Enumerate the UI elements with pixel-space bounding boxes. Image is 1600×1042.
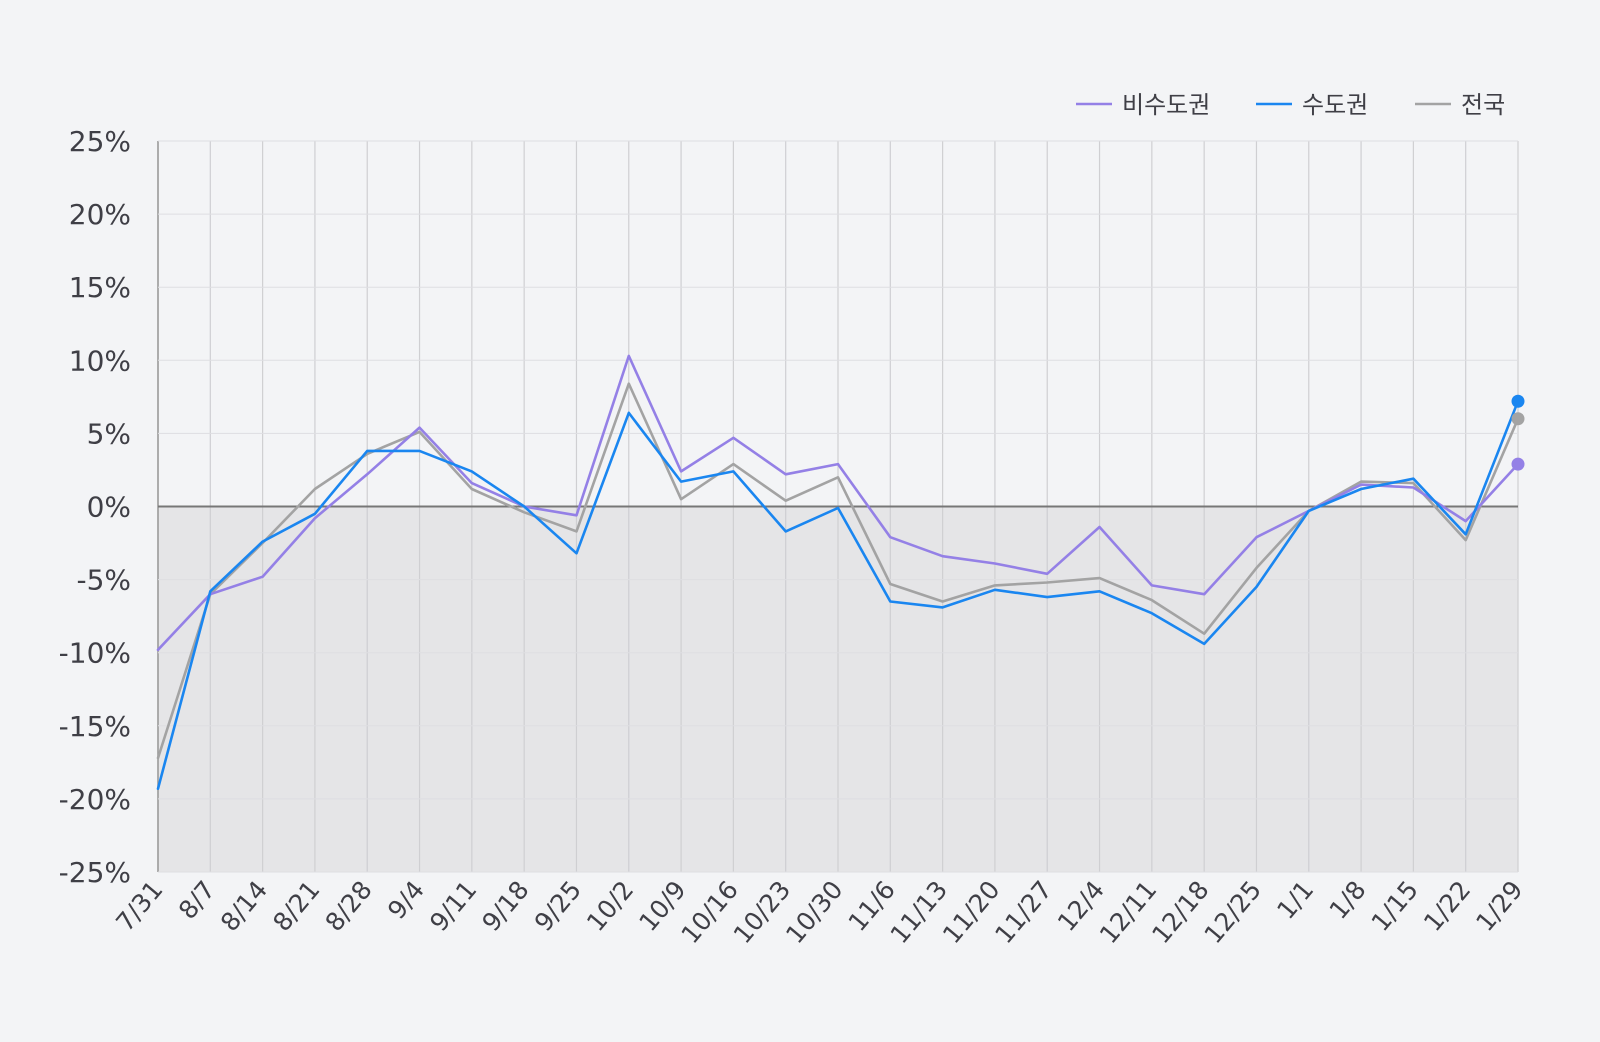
x-tick-label: 10/23 [728,875,797,949]
legend-item[interactable]: 비수도권 [1076,91,1210,119]
x-tick-label: 9/25 [529,875,587,937]
x-tick-label: 10/30 [780,875,849,949]
x-tick-label: 1/22 [1418,875,1476,937]
x-tick-label: 1/15 [1366,875,1424,937]
x-tick-label: 9/4 [382,875,430,924]
legend-item[interactable]: 수도권 [1256,91,1368,119]
x-tick-label: 8/7 [173,875,221,924]
x-tick-label: 8/21 [267,875,325,937]
x-tick-label: 12/18 [1146,875,1215,949]
y-tick-label: -5% [76,564,131,597]
x-tick-label: 12/25 [1199,875,1268,949]
legend-label: 전국 [1461,91,1505,119]
series-end-point [1511,457,1525,471]
legend-item[interactable]: 전국 [1415,91,1505,119]
x-tick-label: 11/27 [989,875,1058,949]
legend: 비수도권 수도권 전국 [1076,91,1505,119]
x-tick-label: 1/8 [1324,875,1372,924]
y-tick-label: 20% [69,198,131,231]
series-line-2 [156,382,1520,760]
series-line-0 [156,354,1520,652]
y-tick-label: -15% [59,710,131,743]
y-tick-label: 15% [69,271,131,304]
series-line-1 [156,399,1520,791]
y-tick-label: 10% [69,344,131,377]
x-tick-label: 1/1 [1271,875,1319,924]
x-tick-label: 11/13 [885,875,954,949]
y-tick-label: -10% [59,637,131,670]
legend-label: 비수도권 [1122,91,1210,119]
series-end-point [1511,412,1525,426]
x-tick-label: 9/11 [424,875,482,937]
y-tick-label: 25% [69,125,131,158]
y-tick-label: -25% [59,856,131,889]
horizontal-gridlines [158,140,1518,873]
x-tick-label: 8/28 [320,875,378,937]
x-tick-label: 8/14 [215,875,273,937]
y-tick-label: 0% [87,491,131,524]
x-tick-label: 1/29 [1470,875,1528,937]
y-tick-label: 5% [87,417,131,450]
x-tick-label: 10/16 [675,875,744,949]
series-end-point [1511,394,1525,408]
x-axis-tick-labels: 7/31 8/78/148/218/28 9/49/119/189/2510/210… [110,875,1528,949]
y-tick-label: -20% [59,783,131,816]
x-tick-label: 11/20 [937,875,1006,949]
series-end-points [1511,394,1525,471]
y-axis-tick-labels: -25% -20% -15% -10% -5% 0% 5% 10% 15% 20% 25% [59,125,131,889]
series-lines [156,354,1520,791]
x-tick-label: 10/2 [581,875,639,937]
x-tick-label: 12/11 [1094,875,1163,949]
legend-label: 수도권 [1302,91,1368,119]
x-tick-label: 9/18 [476,875,534,937]
